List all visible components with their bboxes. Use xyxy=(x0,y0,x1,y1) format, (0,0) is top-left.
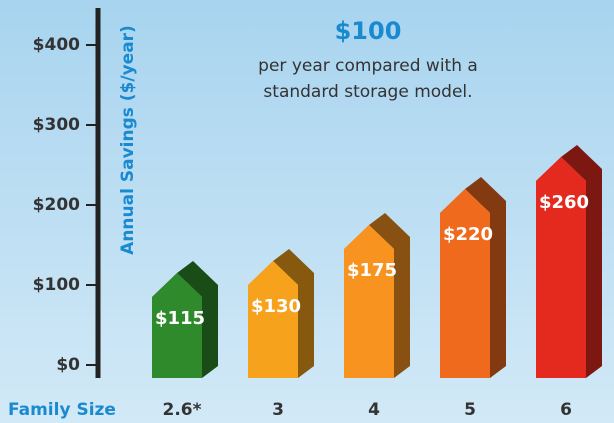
x-tick-label: 6 xyxy=(560,400,572,420)
annotation-text: per year compared with a xyxy=(258,56,478,76)
house-bar xyxy=(536,145,602,378)
annotation-text: standard storage model. xyxy=(263,82,472,102)
y-tick-label: $100 xyxy=(33,275,80,295)
y-axis-title: Annual Savings ($/year) xyxy=(118,25,138,255)
y-tick-label: $200 xyxy=(33,195,80,215)
chart: Annual Savings ($/year) Family Size $100… xyxy=(0,0,614,423)
house-front xyxy=(536,157,586,378)
x-tick-label: 2.6* xyxy=(162,400,201,420)
x-tick-label: 3 xyxy=(272,400,284,420)
value-label: $175 xyxy=(347,260,397,281)
y-tick-label: $400 xyxy=(33,35,80,55)
x-tick-label: 4 xyxy=(368,400,380,420)
value-label: $130 xyxy=(251,296,301,317)
value-label: $260 xyxy=(539,192,589,213)
value-label: $220 xyxy=(443,224,493,245)
y-tick-label: $0 xyxy=(56,355,80,375)
value-label: $115 xyxy=(155,308,205,329)
x-tick-label: 5 xyxy=(464,400,476,420)
house-bar xyxy=(440,177,506,378)
x-axis-title: Family Size xyxy=(8,400,116,420)
annotation-value: $100 xyxy=(335,17,402,45)
y-tick-label: $300 xyxy=(33,115,80,135)
